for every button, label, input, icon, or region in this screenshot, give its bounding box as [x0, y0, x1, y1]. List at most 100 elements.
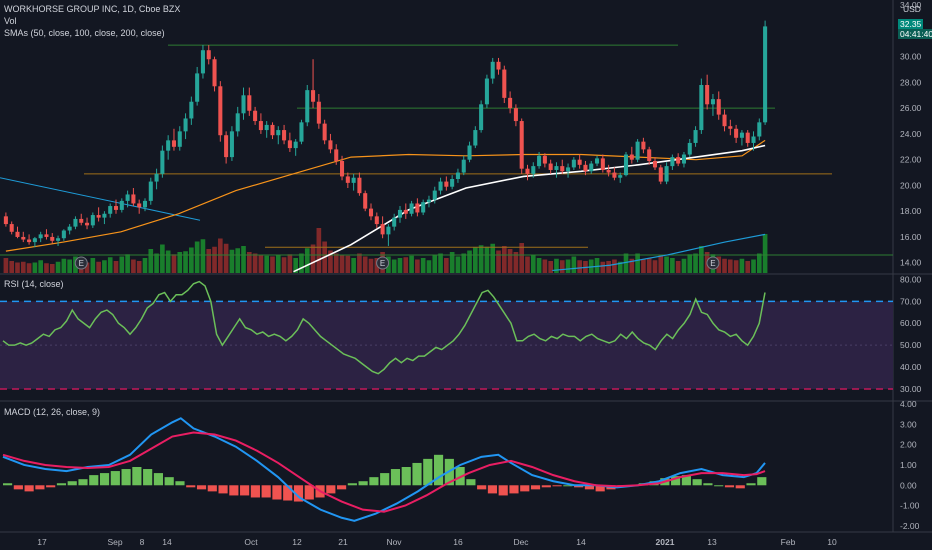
candle-body — [450, 178, 455, 187]
volume-bar — [154, 253, 159, 273]
candle-body — [340, 160, 345, 177]
macd-histogram-bar — [380, 473, 390, 486]
volume-bar — [281, 257, 287, 273]
macd-histogram-bar — [218, 485, 228, 494]
earnings-marker-circle — [376, 256, 390, 270]
candle-body — [253, 110, 258, 122]
price-tick-label: 16.00 — [900, 232, 922, 242]
volume-bar — [328, 250, 333, 273]
volume-bar — [49, 264, 55, 273]
volume-bar — [304, 248, 310, 273]
date-axis[interactable]: 17 Sep 8 14 Oct 12 21 Nov 16 Dec 14 2021 13 Feb 10 — [37, 537, 837, 547]
volume-bar — [351, 258, 356, 273]
macd-panel[interactable] — [2, 417, 767, 522]
candle-body — [235, 113, 240, 132]
macd-histogram-bar — [390, 469, 401, 486]
volume-bar — [681, 258, 687, 273]
rsi-label[interactable]: RSI (14, close) — [4, 279, 64, 289]
candle-body — [647, 149, 652, 161]
date-tick-label: 14 — [162, 537, 172, 547]
earnings-marker-circle — [706, 256, 720, 270]
candle-body — [757, 122, 762, 137]
candle-body — [229, 131, 234, 158]
volume-bar — [368, 258, 374, 273]
volume-bar — [142, 258, 148, 273]
volume-bar — [548, 261, 553, 273]
sma-label[interactable]: SMAs (50, close, 100, close, 200, close) — [4, 28, 165, 38]
earnings-marker: E — [376, 256, 390, 270]
volume-bar — [606, 261, 611, 273]
macd-histogram-bar — [509, 485, 519, 494]
date-tick-label: 8 — [140, 537, 145, 547]
price-axis[interactable]: 34.00 30.00 28.00 26.00 24.00 22.00 20.00 18.00… — [900, 0, 922, 531]
candle-body — [676, 157, 681, 164]
price-tick-label: 14.00 — [900, 258, 922, 268]
volume-bar — [38, 260, 43, 273]
volume-bar — [160, 244, 165, 273]
volume-bar — [218, 238, 223, 273]
candle-body — [728, 126, 733, 129]
volume-bar — [212, 246, 217, 273]
volume-bar — [670, 258, 675, 273]
volume-bar — [15, 262, 20, 273]
volume-bar — [751, 259, 756, 273]
macd-histogram-bar — [13, 485, 23, 490]
candle-body — [432, 190, 437, 200]
candle-body — [311, 90, 316, 102]
volume-bar — [525, 256, 530, 273]
candle-body — [479, 104, 484, 131]
candle-body — [693, 130, 698, 143]
macd-label[interactable]: MACD (12, 26, close, 9) — [4, 407, 101, 417]
candle-body — [102, 213, 107, 218]
trend-line — [0, 177, 201, 221]
candle-body — [247, 95, 252, 111]
rsi-panel[interactable] — [0, 280, 893, 390]
date-tick-label: 21 — [338, 537, 348, 547]
macd-histogram-bar — [164, 477, 174, 486]
candle-body — [629, 154, 634, 160]
symbol-title[interactable]: WORKHORSE GROUP INC, 1D, Cboe BZX — [4, 4, 181, 14]
macd-histogram-bar — [35, 485, 45, 490]
price-tick-label: 20.00 — [900, 180, 922, 190]
candle-body — [751, 136, 756, 143]
candle-body — [444, 181, 449, 187]
volume-bar — [171, 254, 177, 273]
macd-histogram-bar — [541, 485, 551, 488]
volume-bar — [67, 259, 72, 273]
price-tick-label: 28.00 — [900, 77, 922, 87]
candle-body — [73, 218, 78, 227]
candle-body — [21, 236, 26, 240]
macd-histogram-bar — [412, 462, 422, 486]
volume-bar — [513, 252, 519, 273]
macd-histogram-bar — [757, 477, 767, 486]
candle-body — [113, 206, 119, 210]
candle-body — [490, 61, 495, 79]
candle-body — [606, 169, 611, 173]
volume-bar — [577, 260, 582, 273]
vol-label[interactable]: Vol — [4, 16, 17, 26]
volume-bar — [357, 253, 362, 273]
candle-body — [44, 234, 49, 237]
candle-body — [166, 140, 171, 151]
candle-body — [154, 173, 159, 182]
macd-tick-label: 3.00 — [900, 419, 917, 429]
macd-histogram-bar — [78, 479, 88, 486]
candle-body — [108, 206, 113, 214]
volume-bar — [61, 258, 67, 273]
volume-bar — [507, 249, 513, 273]
candle-body — [200, 50, 205, 74]
volume-bar — [565, 259, 571, 273]
candle-body — [560, 166, 565, 172]
candle-body — [160, 150, 165, 174]
volume-bar — [96, 261, 101, 273]
volume-bar — [455, 256, 461, 273]
volume-bar — [594, 258, 600, 273]
volume-bar — [467, 250, 472, 273]
candle-body — [264, 124, 269, 131]
macd-histogram-bar — [401, 467, 411, 486]
rsi-tick-label: 80.00 — [900, 274, 922, 284]
macd-histogram-bar — [584, 485, 594, 490]
candle-body — [589, 163, 594, 172]
candle-body — [739, 132, 744, 138]
